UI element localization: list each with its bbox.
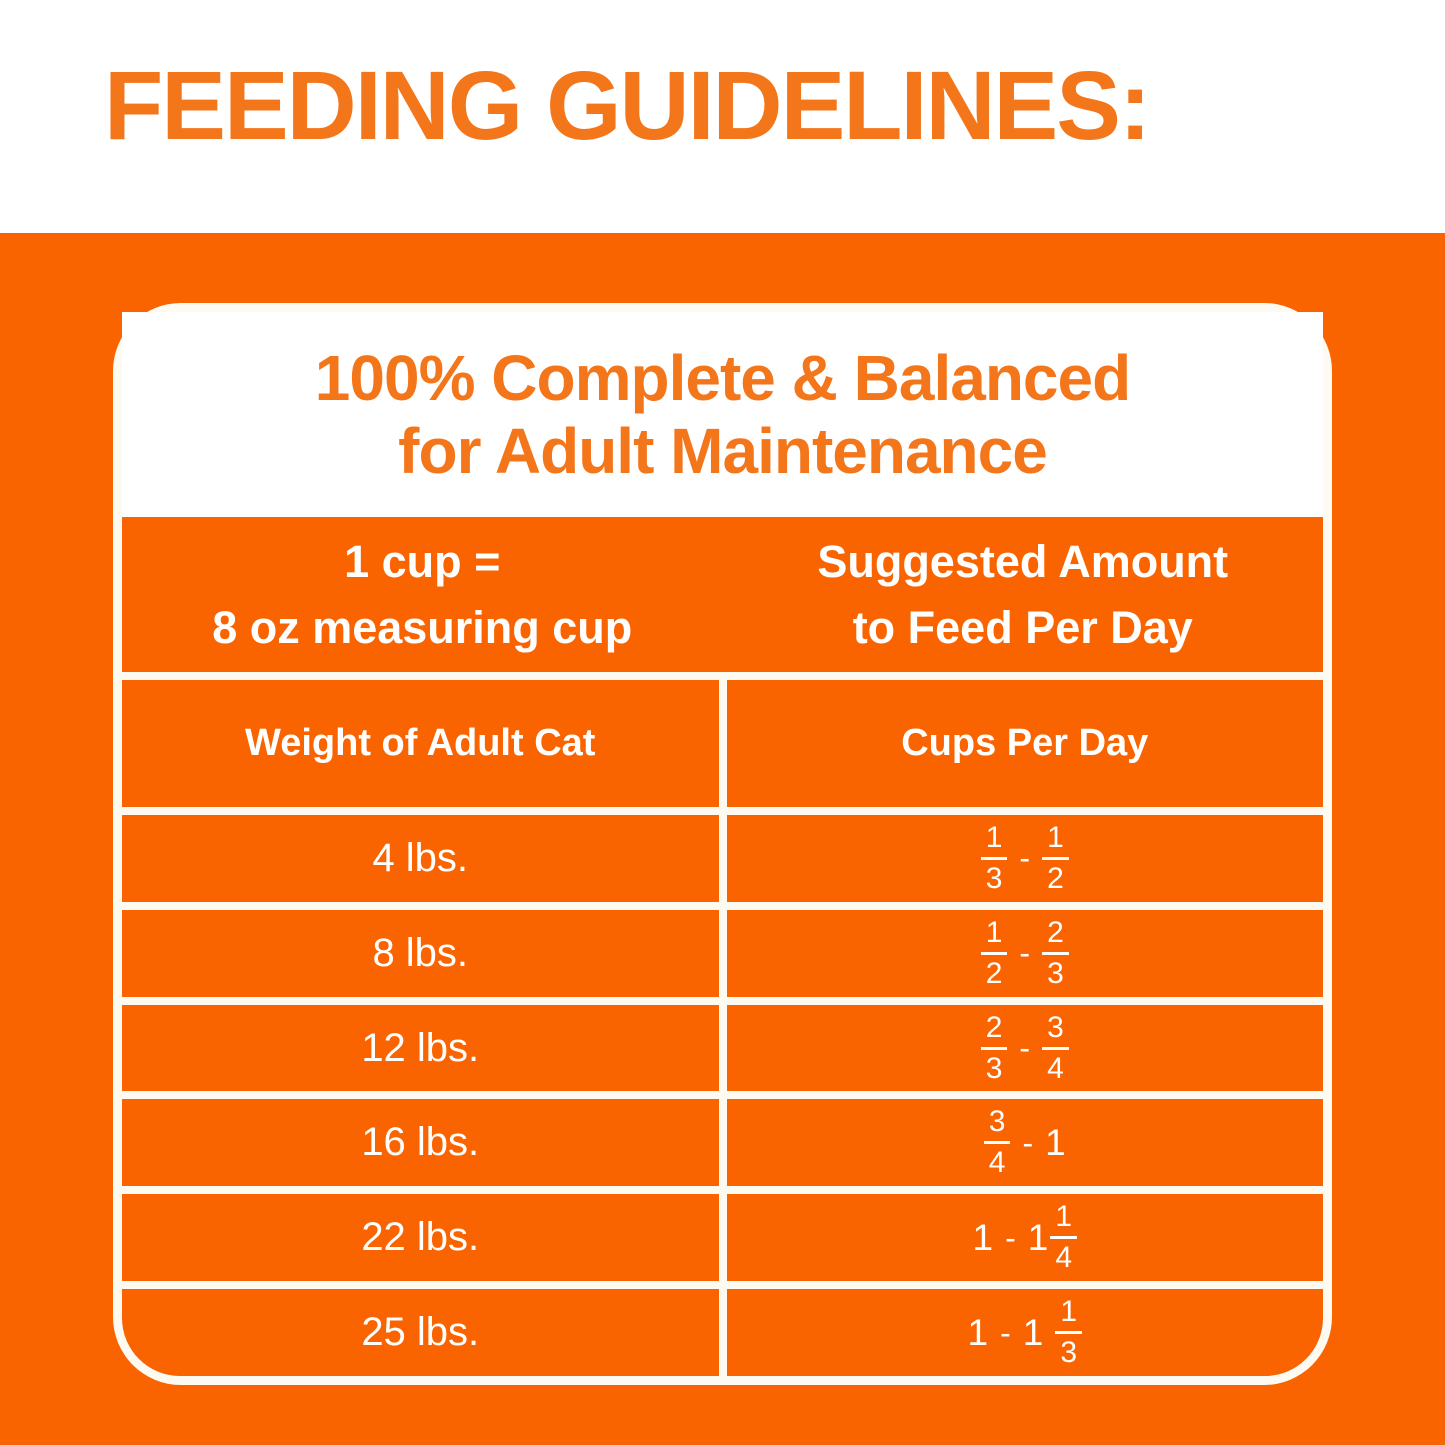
weight-cell: 25 lbs. — [122, 1289, 719, 1376]
fraction-numerator: 1 — [980, 917, 1008, 955]
fraction-denominator: 4 — [1047, 1051, 1064, 1085]
fraction-numerator: 3 — [1042, 1012, 1069, 1050]
range-dash: - — [1019, 1030, 1031, 1067]
table-row: 16 lbs. 3 4-1 — [122, 1099, 1323, 1187]
card-heading-line1: 100% Complete & Balanced — [314, 342, 1131, 415]
range-dash: - — [1019, 840, 1031, 877]
feeding-table: 1 cup = 8 oz measuring cup Suggested Amo… — [122, 517, 1323, 1376]
cup-equivalence-header: 1 cup = 8 oz measuring cup — [122, 517, 723, 672]
fraction-denominator: 4 — [1055, 1241, 1072, 1275]
fraction-numerator: 1 — [1042, 822, 1069, 860]
table-row: 8 lbs. 1 2-2 3 — [122, 909, 1323, 997]
fraction-numerator: 2 — [1042, 917, 1069, 955]
column-header-weight: Weight of Adult Cat — [122, 680, 719, 807]
fraction-denominator: 3 — [1047, 956, 1064, 990]
table-body: 4 lbs. 1 3-1 2 8 lbs. 1 2-2 3 12 lbs. 2 3-3 4 16 lbs… — [122, 815, 1323, 1376]
fraction-denominator: 4 — [988, 1146, 1006, 1180]
weight-cell: 8 lbs. — [122, 909, 719, 997]
fraction-denominator: 3 — [985, 1051, 1003, 1085]
fraction-denominator: 2 — [985, 956, 1003, 990]
fraction-numerator: 1 — [980, 822, 1008, 860]
cup-equivalence-line1: 1 cup = — [344, 536, 501, 588]
fraction-numerator: 3 — [983, 1107, 1011, 1145]
range-dash: - — [1000, 1314, 1011, 1351]
fraction-denominator: 2 — [1047, 861, 1064, 895]
column-header-cups: Cups Per Day — [726, 680, 1323, 807]
column-header-row: Weight of Adult Cat Cups Per Day — [122, 680, 1323, 807]
weight-cell: 16 lbs. — [122, 1099, 719, 1187]
suggested-amount-header: Suggested Amount to Feed Per Day — [723, 517, 1324, 672]
table-row: 25 lbs. 1-1 1 3 — [122, 1289, 1323, 1376]
whole-number: 1 — [1022, 1312, 1044, 1354]
table-row: 22 lbs. 1-1 1 4 — [122, 1194, 1323, 1282]
table-row: 12 lbs. 2 3-3 4 — [122, 1004, 1323, 1092]
weight-cell: 12 lbs. — [122, 1004, 719, 1092]
range-dash: - — [1005, 1219, 1016, 1256]
whole-number: 1 — [972, 1217, 994, 1259]
card-heading-line2: for Adult Maintenance — [398, 414, 1048, 487]
fraction-numerator: 1 — [1055, 1297, 1082, 1335]
page-title: FEEDING GUIDELINES: — [104, 51, 1151, 160]
whole-number: 1 — [1027, 1217, 1049, 1259]
fraction-numerator: 1 — [1050, 1202, 1077, 1240]
fraction-denominator: 3 — [1060, 1336, 1077, 1370]
range-dash: - — [1019, 935, 1031, 972]
table-row: 4 lbs. 1 3-1 2 — [122, 815, 1323, 902]
cup-equivalence-line2: 8 oz measuring cup — [212, 601, 633, 653]
whole-number: 1 — [1045, 1122, 1066, 1164]
card-heading: 100% Complete & Balanced for Adult Maint… — [122, 312, 1323, 517]
measure-header-row: 1 cup = 8 oz measuring cup Suggested Amo… — [122, 517, 1323, 672]
fraction-numerator: 2 — [980, 1012, 1008, 1050]
suggested-amount-line1: Suggested Amount — [817, 536, 1229, 588]
whole-number: 1 — [967, 1312, 989, 1354]
fraction-denominator: 3 — [985, 861, 1003, 895]
range-dash: - — [1022, 1124, 1034, 1161]
feeding-guidelines-card: 100% Complete & Balanced for Adult Maint… — [113, 303, 1332, 1385]
weight-cell: 22 lbs. — [122, 1194, 719, 1282]
suggested-amount-line2: to Feed Per Day — [852, 601, 1193, 653]
weight-cell: 4 lbs. — [122, 815, 719, 902]
